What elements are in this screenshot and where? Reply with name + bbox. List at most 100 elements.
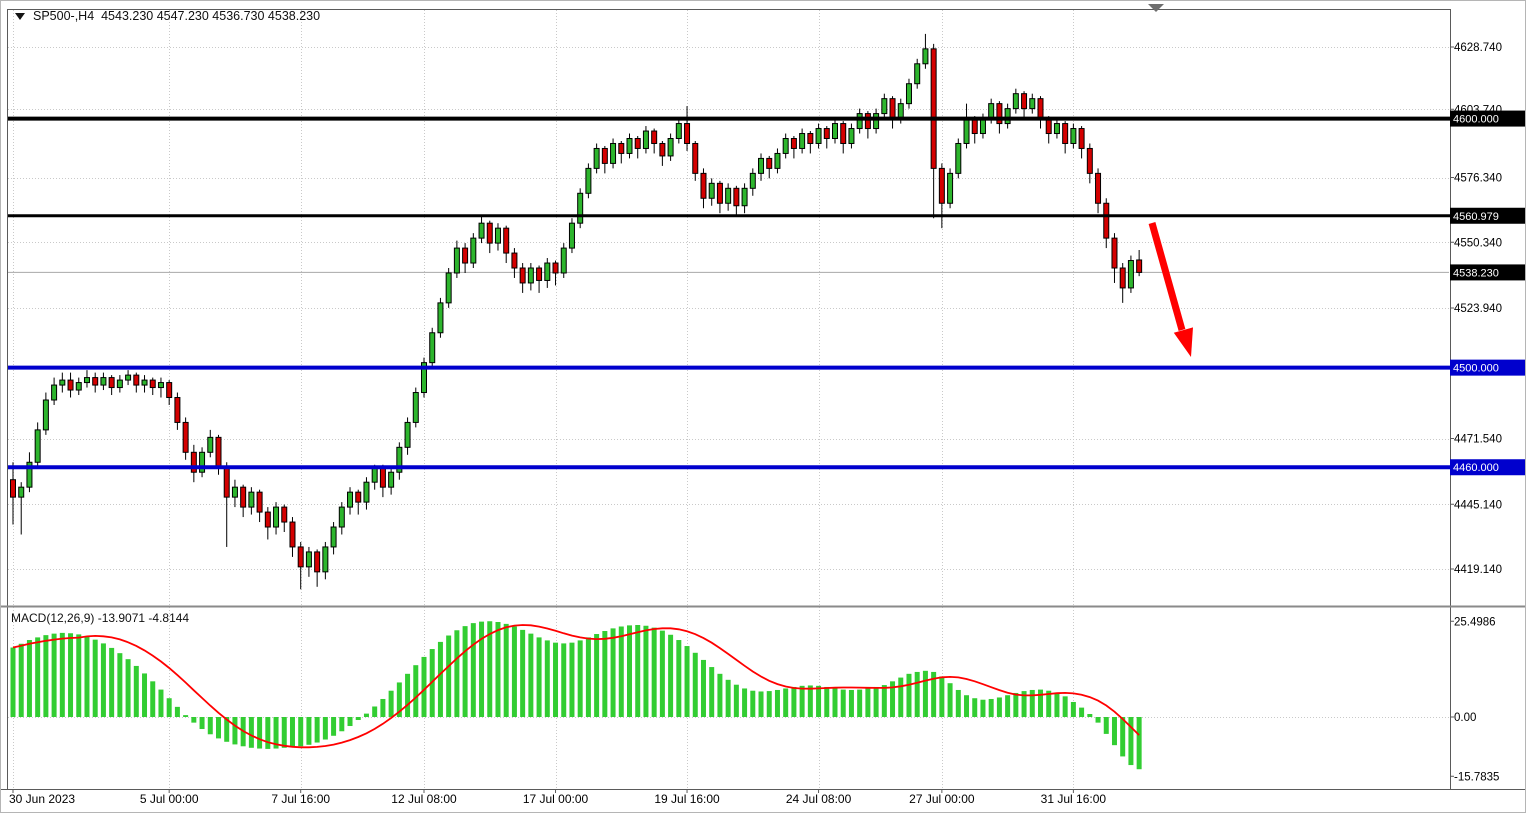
candle [626, 133, 633, 159]
candle [922, 33, 929, 69]
candle [42, 392, 49, 435]
price-badge-label: 4600.000 [1453, 114, 1499, 126]
candle-body [552, 262, 559, 274]
macd-histogram-bar [618, 626, 624, 717]
candle [34, 422, 41, 468]
macd-histogram-bar [76, 634, 82, 717]
candle-body [486, 222, 493, 244]
macd-histogram-bar [528, 633, 534, 717]
macd-histogram-bar [1103, 717, 1109, 734]
candle [642, 126, 649, 154]
candle [166, 380, 173, 405]
macd-histogram-bar [487, 621, 493, 717]
macd-histogram-bar [651, 627, 657, 717]
macd-histogram-bar [700, 659, 706, 717]
candle-body [733, 187, 740, 207]
candle-body [519, 267, 526, 284]
macd-histogram-bar [216, 717, 221, 739]
price-badge-label: 4500.000 [1453, 363, 1499, 375]
candle-body [1012, 93, 1019, 110]
candle [231, 479, 238, 508]
macd-histogram-bar [265, 717, 271, 749]
candle [577, 188, 584, 229]
candle-body [708, 182, 715, 199]
macd-histogram-bar [585, 637, 591, 717]
price-badges: 4600.000 4560.979 4500.000 4460.000 4538.230 [1450, 110, 1525, 476]
candle [182, 417, 189, 460]
candle-body [511, 252, 518, 269]
trend-arrow[interactable] [1148, 222, 1193, 357]
price-tick-label: 4471.540 [1454, 434, 1502, 446]
candle-body [996, 103, 1003, 125]
price-axis[interactable]: 4628.7404603.7404576.3404550.3404523.940… [1450, 42, 1502, 783]
macd-histogram-bar [881, 685, 887, 717]
candle-body [585, 167, 592, 194]
macd-histogram-bar [610, 628, 616, 717]
candle-body [1136, 259, 1143, 273]
candle [347, 487, 354, 515]
candle [733, 185, 740, 216]
candle [125, 370, 132, 386]
macd-histogram-bar [980, 699, 986, 717]
macd-histogram-bar [914, 671, 920, 717]
candle-body [59, 379, 66, 386]
price-tick-label: 4550.340 [1454, 237, 1502, 249]
candle-body [437, 302, 444, 334]
candle-body [371, 466, 378, 483]
time-axis[interactable]: 30 Jun 2023 5 Jul 00:00 7 Jul 16:00 12 Jul … [9, 789, 1106, 806]
candle-body [593, 147, 600, 169]
candle [864, 111, 871, 139]
macd-histogram-bar [1111, 717, 1117, 746]
candle-body [1053, 123, 1060, 135]
candle [1029, 93, 1036, 114]
candle-body [1111, 237, 1118, 269]
candle [59, 372, 66, 393]
candle-body [347, 491, 354, 508]
candle [264, 507, 271, 540]
candle-body [125, 374, 132, 381]
candle [67, 372, 74, 398]
candle [955, 138, 962, 179]
candle [322, 541, 329, 580]
candle [462, 243, 469, 273]
candle-body [758, 157, 765, 174]
candle-body [527, 267, 534, 284]
macd-histogram-bar [725, 679, 731, 717]
candle [141, 375, 148, 393]
candle [634, 136, 641, 159]
candle-body [412, 392, 419, 423]
candle-body [470, 237, 477, 264]
candle [930, 43, 937, 219]
macd-histogram-bar [873, 686, 879, 717]
candle-body [149, 379, 156, 389]
macd-histogram-bar [816, 685, 822, 717]
candle [1136, 250, 1143, 277]
price-badge [1450, 110, 1525, 127]
indicator-label: MACD(12,26,9) -13.9071 -4.8144 [11, 611, 190, 625]
macd-histogram-bar [372, 706, 378, 717]
macd-histogram-bar [898, 677, 904, 717]
candle-body [157, 382, 164, 389]
candle-body [429, 332, 436, 364]
candle [273, 502, 280, 535]
macd-histogram-bar [191, 717, 197, 723]
macd-histogram-bar [355, 717, 361, 721]
candle [330, 522, 337, 555]
candle [881, 93, 888, 119]
candle-body [807, 133, 814, 144]
macd-histogram-bar [43, 635, 49, 717]
macd-histogram-bar [248, 717, 254, 748]
candle [396, 442, 403, 480]
macd-histogram-bar [92, 639, 98, 717]
candle-body [725, 187, 732, 204]
macd-histogram-bar [931, 671, 937, 717]
candle-body [182, 421, 189, 453]
candle-body [494, 227, 501, 244]
candle-body [75, 382, 82, 391]
candle [1012, 88, 1019, 114]
candle-body [577, 192, 584, 224]
macd-histogram-bar [1062, 696, 1068, 717]
candle [494, 223, 501, 251]
candle-body [462, 247, 469, 264]
